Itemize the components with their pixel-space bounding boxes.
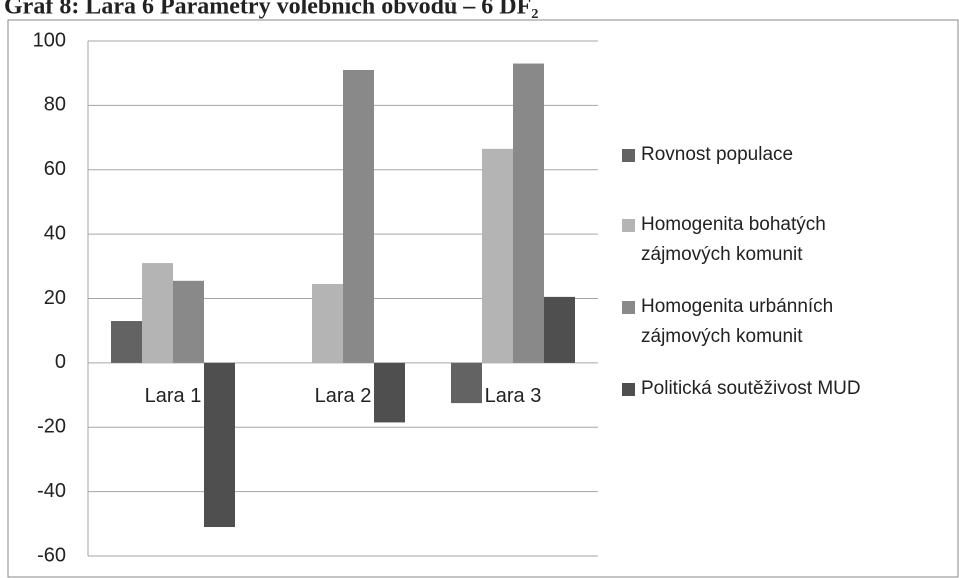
chart-frame	[7, 19, 959, 578]
bar	[111, 321, 142, 363]
bar	[513, 63, 544, 363]
legend-item: Politická soutěživost MUD	[622, 374, 892, 404]
y-tick-label: 100	[33, 29, 66, 51]
bar	[343, 69, 374, 363]
legend-item: Homogenita bohatých zájmových komunit	[622, 210, 892, 270]
chart-title: Graf 8: Lara 6 Parametry volebních obvod…	[4, 0, 538, 20]
bar	[374, 362, 405, 423]
bar	[312, 284, 343, 363]
y-tick-label: 40	[44, 222, 66, 244]
bar	[142, 263, 173, 363]
y-tick-label: -40	[37, 480, 66, 502]
legend-swatch	[622, 301, 635, 314]
y-tick-label: -20	[37, 416, 66, 438]
legend-label: Politická soutěživost MUD	[641, 378, 861, 399]
x-tick-label: Lara 3	[485, 385, 542, 407]
bar	[204, 362, 235, 528]
bar	[482, 148, 513, 363]
y-tick-label: 60	[44, 158, 66, 180]
legend-label: Homogenita urbánních zájmových komunit	[641, 296, 834, 347]
legend-swatch	[622, 219, 635, 232]
x-tick-label: Lara 2	[315, 385, 372, 407]
legend-item: Rovnost populace	[622, 140, 892, 170]
y-tick-label: 20	[44, 287, 66, 309]
legend: Rovnost populace Homogenita bohatých zájm…	[622, 140, 892, 404]
legend-swatch	[622, 383, 635, 396]
x-tick-label: Lara 1	[145, 385, 202, 407]
y-tick-label: 80	[44, 94, 66, 116]
legend-label: Rovnost populace	[641, 144, 794, 165]
bar	[544, 296, 575, 363]
y-tick-label: -60	[37, 544, 66, 566]
bar	[451, 362, 482, 404]
legend-item: Homogenita urbánních zájmových komunit	[622, 292, 892, 352]
y-tick-label: 0	[55, 351, 66, 373]
bar	[173, 280, 204, 363]
legend-label: Homogenita bohatých zájmových komunit	[641, 214, 826, 265]
legend-swatch	[622, 149, 635, 162]
